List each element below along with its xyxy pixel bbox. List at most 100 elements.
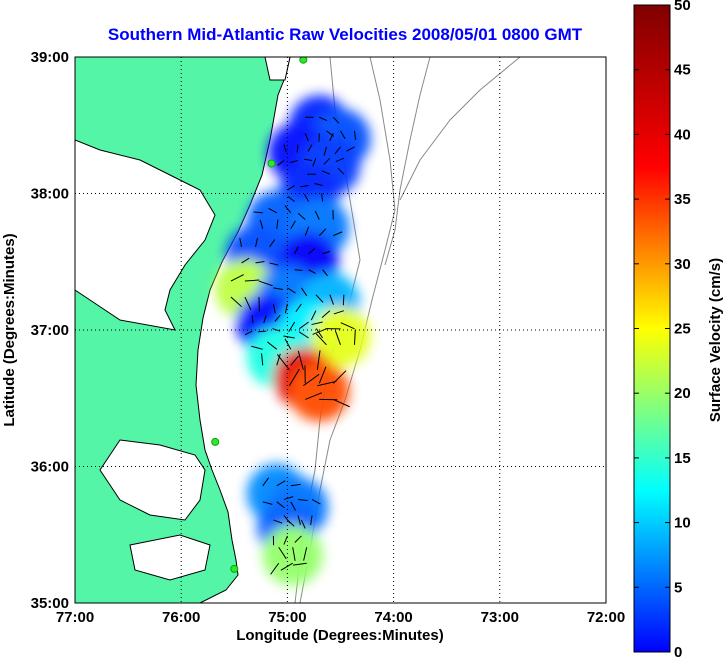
chart-title: Southern Mid-Atlantic Raw Velocities 200… (108, 25, 583, 44)
sound-water (99, 439, 206, 521)
velocity-arrow (297, 212, 306, 220)
velocity-arrow (287, 196, 295, 202)
x-ticks: 77:00 76:00 75:00 74:00 73:00 72:00 (56, 609, 625, 626)
velocity-arrow (307, 144, 313, 152)
x-tick-label: 73:00 (481, 609, 519, 626)
velocity-arrow (354, 130, 357, 140)
grid (75, 57, 606, 603)
velocity-arrow (303, 158, 313, 162)
velocity-arrow (329, 133, 334, 142)
x-tick-label: 76:00 (162, 609, 200, 626)
velocity-arrow (318, 228, 327, 236)
velocity-arrow (277, 160, 285, 166)
velocity-arrow (314, 182, 323, 186)
velocity-arrow (262, 477, 270, 487)
velocity-arrow (272, 328, 281, 332)
velocity-arrow (334, 330, 341, 345)
velocity-arrow (298, 331, 309, 339)
velocity-arrow (296, 144, 299, 153)
velocity-arrow (335, 157, 345, 163)
velocity-arrow (283, 144, 287, 153)
velocity-field (214, 95, 371, 586)
velocity-arrow (269, 262, 279, 266)
velocity-arrow (318, 366, 327, 384)
velocity-arrow (294, 246, 299, 254)
velocity-arrow (294, 269, 303, 271)
colorbar-tick-label: 30 (674, 256, 691, 273)
velocity-arrow (321, 193, 324, 202)
velocity-arrow (274, 314, 281, 322)
velocity-arrow (300, 287, 308, 297)
velocity-arrow (292, 562, 307, 566)
velocity-arrow (332, 370, 347, 384)
y-tick-label: 37:00 (31, 322, 69, 339)
colorbar-ticks: 0 5 10 15 20 25 30 35 40 45 50 (634, 0, 691, 659)
velocity-arrow (258, 297, 260, 312)
velocity-arrow (272, 303, 276, 314)
velocity-arrow (263, 315, 267, 324)
velocity-arrow (230, 274, 244, 282)
velocity-arrow (315, 328, 324, 339)
velocity-arrow (310, 310, 317, 321)
velocity-arrow (276, 354, 290, 371)
velocity-arrow (276, 219, 279, 229)
velocity-arrow (290, 355, 299, 366)
velocity-arrow (276, 353, 281, 366)
velocity-arrow (290, 220, 296, 230)
velocity-cell (310, 306, 371, 367)
velocity-arrow (300, 185, 309, 188)
velocity-arrow (270, 562, 280, 575)
velocity-arrow (287, 185, 295, 191)
velocity-arrow (280, 562, 293, 571)
velocity-arrow (261, 353, 264, 366)
y-ticks: 35:00 36:00 37:00 38:00 39:00 (31, 49, 69, 612)
velocity-arrow (244, 330, 253, 336)
velocity-arrow (258, 330, 267, 333)
velocity-arrow (316, 350, 321, 370)
velocity-arrow (323, 146, 327, 156)
velocity-arrow (308, 248, 315, 255)
y-tick-label: 39:00 (31, 49, 69, 66)
velocity-arrow (269, 239, 276, 248)
colorbar-tick-label: 50 (674, 0, 691, 14)
velocity-arrow (308, 269, 316, 274)
velocity-arrow (273, 287, 283, 291)
velocity-arrow (305, 392, 323, 400)
velocity-arrow (290, 483, 301, 487)
velocity-arrow (230, 296, 242, 308)
x-tick-label: 77:00 (56, 609, 94, 626)
velocity-arrow (255, 261, 265, 264)
velocity-arrow (311, 499, 321, 505)
velocity-arrow (329, 294, 334, 305)
colorbar (633, 4, 671, 653)
y-tick-label: 35:00 (31, 595, 69, 612)
velocity-arrow (323, 157, 331, 165)
velocity-arrow (326, 130, 334, 137)
velocity-arrow (295, 303, 302, 313)
velocity-arrow (303, 547, 308, 561)
stations (211, 57, 308, 573)
velocity-arrow (294, 535, 302, 543)
velocity-arrow (322, 250, 331, 255)
colorbar-tick-label: 35 (674, 191, 691, 208)
velocity-arrow (311, 321, 323, 326)
velocity-arrow (292, 547, 296, 561)
colorbar-tick-label: 40 (674, 126, 691, 143)
velocity-arrow (278, 546, 287, 560)
x-tick-label: 74:00 (374, 609, 412, 626)
velocity-arrow (297, 515, 301, 525)
sound-water-2 (129, 534, 211, 581)
velocity-arrow (319, 116, 328, 121)
velocity-arrow (321, 170, 331, 175)
velocity-arrow (244, 279, 260, 282)
velocity-arrow (300, 519, 306, 529)
velocity-arrow (322, 269, 328, 277)
velocity-arrow (290, 160, 299, 163)
velocity-arrow (337, 167, 345, 175)
velocity-arrow (346, 146, 355, 152)
velocity-arrow (283, 496, 294, 500)
velocity-arrow (354, 329, 356, 345)
velocity-cell (262, 525, 323, 586)
y-tick-label: 36:00 (31, 459, 69, 476)
